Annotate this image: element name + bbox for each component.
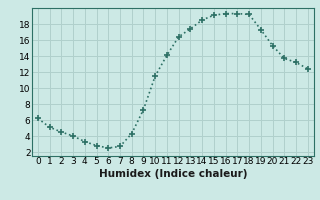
X-axis label: Humidex (Indice chaleur): Humidex (Indice chaleur) [99, 169, 247, 179]
